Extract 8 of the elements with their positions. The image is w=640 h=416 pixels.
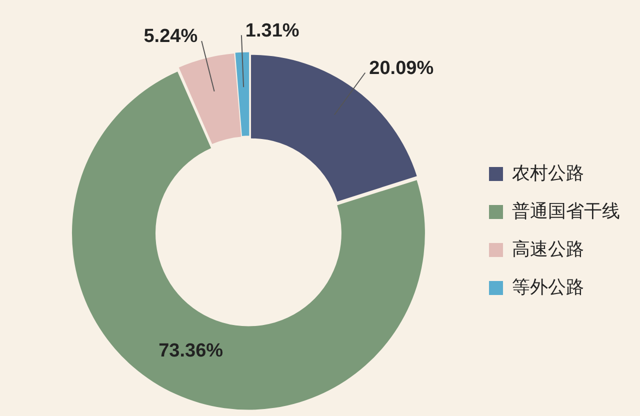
data-label: 5.24% bbox=[144, 26, 198, 48]
legend-label: 等外公路 bbox=[512, 276, 584, 297]
legend-label: 农村公路 bbox=[512, 162, 584, 183]
data-label: 1.31% bbox=[245, 20, 300, 42]
data-label: 20.09% bbox=[369, 58, 434, 79]
legend-label: 普通国省干线 bbox=[512, 200, 620, 221]
legend-label: 高速公路 bbox=[512, 238, 584, 259]
data-label: 73.36% bbox=[158, 340, 224, 362]
